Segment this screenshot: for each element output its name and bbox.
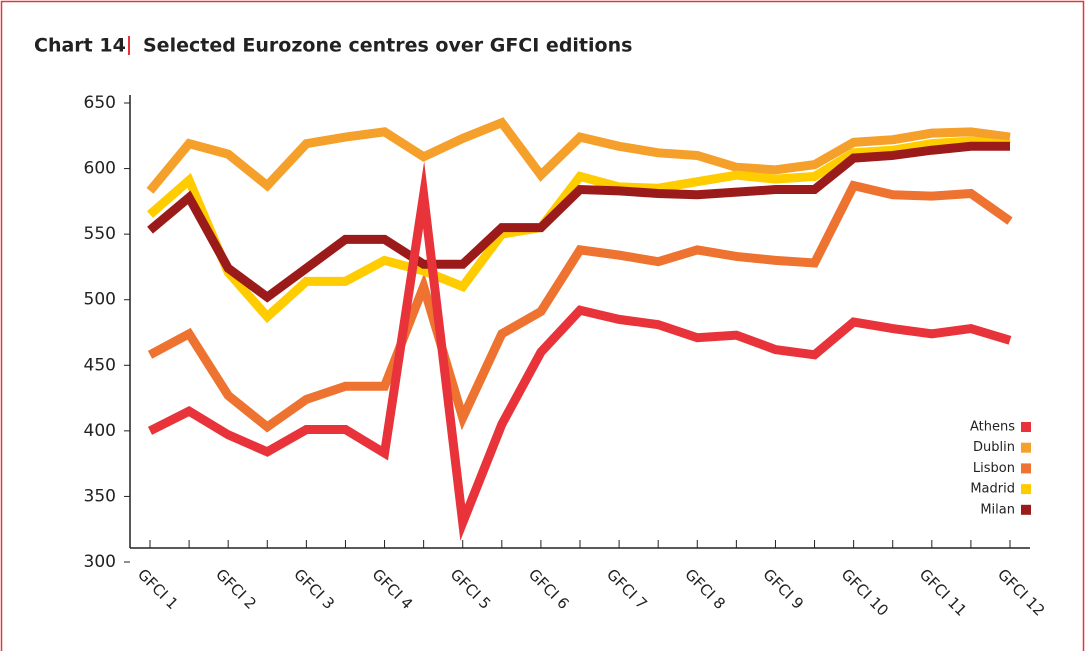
x-tick-label: GFCI 1 — [134, 565, 182, 613]
legend-swatch — [1021, 463, 1031, 474]
series-line — [147, 141, 1010, 303]
series-line — [146, 117, 1011, 194]
series-line — [147, 136, 1011, 324]
x-tick-label: GFCI 9 — [759, 565, 807, 613]
legend-swatch — [1021, 422, 1031, 432]
y-tick-label: 550 — [84, 224, 116, 244]
x-tick-label: GFCI 10 — [838, 565, 892, 619]
legend-label: Madrid — [970, 482, 1015, 497]
y-tick-label: 600 — [84, 159, 116, 179]
y-tick-label: 500 — [84, 290, 116, 310]
x-tick-label: GFCI 7 — [603, 565, 651, 613]
y-tick-label: 650 — [84, 93, 116, 113]
legend-label: Lisbon — [973, 461, 1015, 476]
legend-label: Milan — [980, 502, 1015, 517]
x-tick-label: GFCI 8 — [681, 565, 729, 613]
legend-swatch — [1021, 484, 1031, 495]
y-tick-label: 450 — [84, 355, 116, 375]
chart-label: Chart 14 — [34, 35, 126, 57]
x-tick-label: GFCI 12 — [994, 565, 1048, 619]
legend-label: Athens — [970, 420, 1015, 435]
series-line — [147, 161, 1012, 541]
legend-label: Dublin — [973, 440, 1015, 455]
x-tick-label: GFCI 3 — [290, 565, 338, 613]
chart-title: Selected Eurozone centres over GFCI edit… — [143, 35, 632, 57]
x-tick-label: GFCI 11 — [916, 565, 970, 619]
y-tick-label: 300 — [84, 552, 116, 572]
series-line — [147, 180, 1013, 433]
legend-swatch — [1021, 442, 1031, 453]
y-tick-label: 350 — [84, 486, 116, 506]
legend-swatch — [1021, 504, 1031, 515]
x-tick-label: GFCI 5 — [447, 565, 495, 613]
x-tick-label: GFCI 2 — [212, 565, 260, 613]
x-tick-label: GFCI 4 — [369, 565, 417, 613]
x-tick-label: GFCI 6 — [525, 565, 573, 613]
y-tick-label: 400 — [84, 421, 116, 441]
